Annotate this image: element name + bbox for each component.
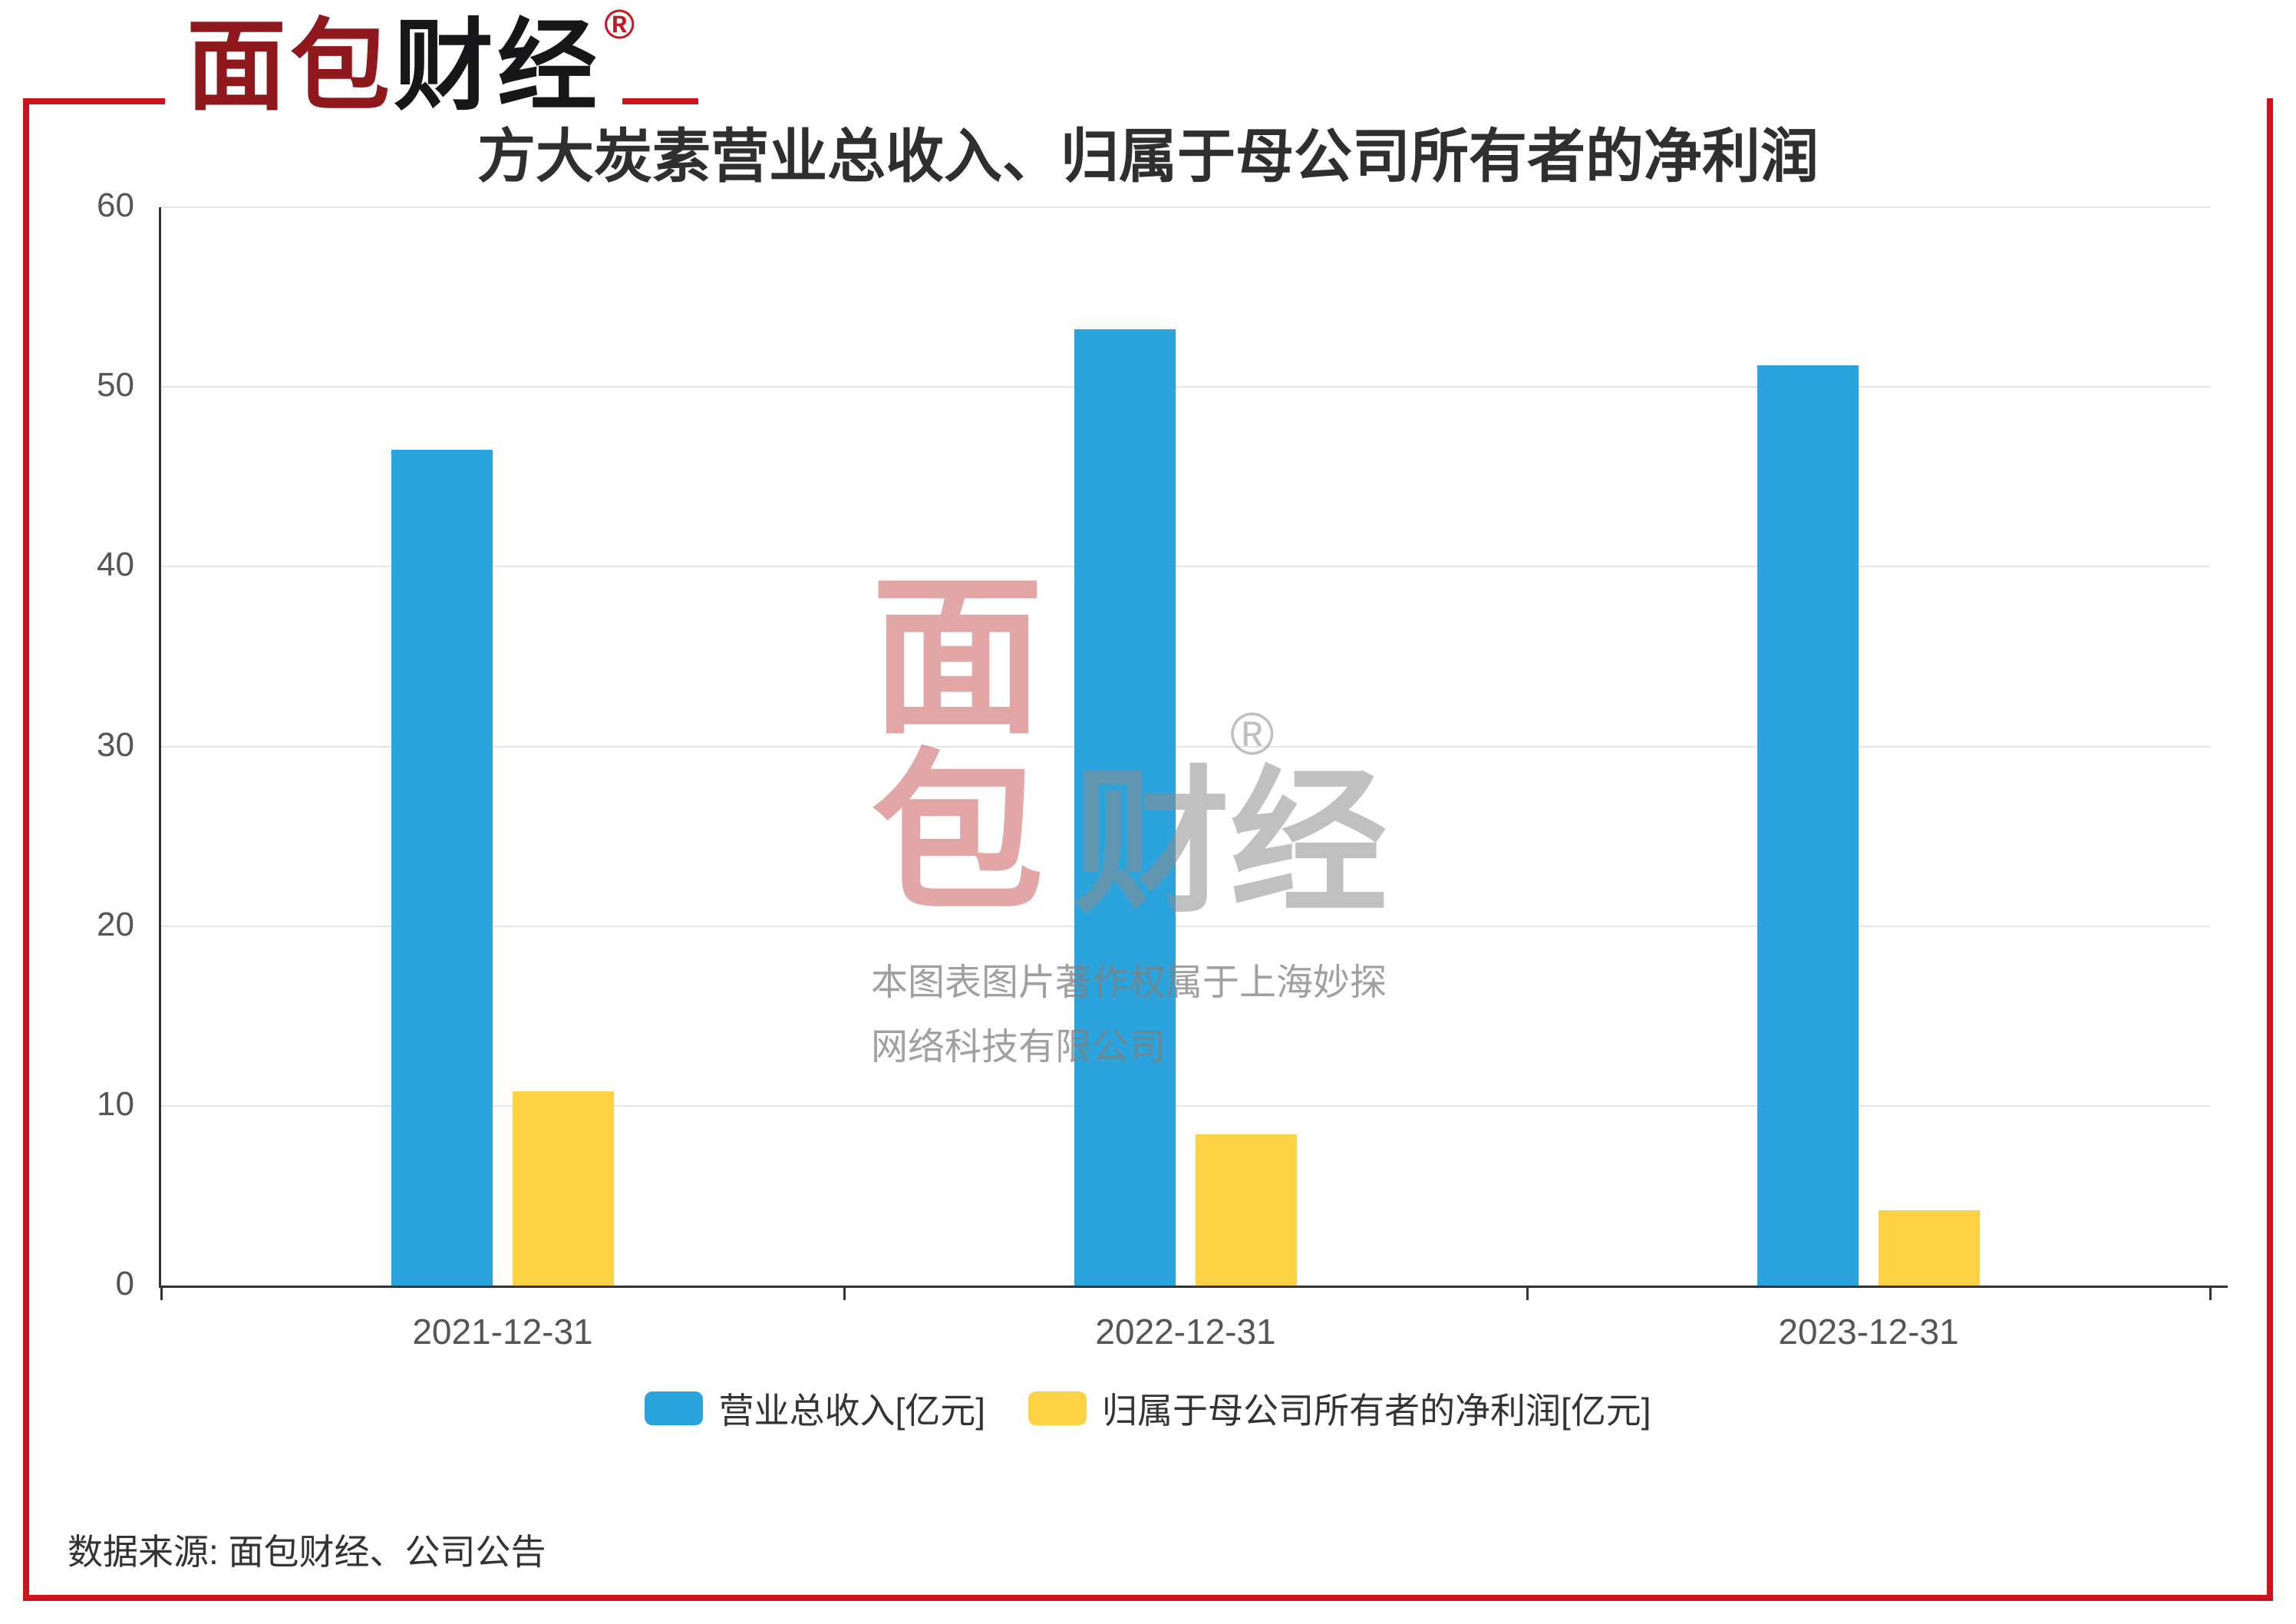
gridline-60 bbox=[161, 206, 2210, 208]
legend-swatch-net-profit bbox=[1028, 1391, 1087, 1425]
x-axis-line bbox=[159, 1286, 2228, 1288]
bar-revenue-2023-12-31 bbox=[1757, 365, 1859, 1286]
legend-item-revenue: 营业总收入[亿元] bbox=[645, 1383, 985, 1434]
frame-bottom-border bbox=[23, 1595, 2273, 1601]
gridline-30 bbox=[161, 745, 2210, 748]
frame-left-border bbox=[23, 98, 29, 1601]
legend-label: 归属于母公司所有者的净利润[亿元] bbox=[1102, 1391, 1651, 1431]
x-axis-tick bbox=[843, 1288, 846, 1300]
bar-net-profit-2021-12-31 bbox=[513, 1091, 614, 1286]
y-axis-line bbox=[159, 207, 161, 1288]
chart-legend: 营业总收入[亿元] 归属于母公司所有者的净利润[亿元] bbox=[0, 1383, 2296, 1434]
brand-logo-text-finance: 财经 bbox=[394, 10, 602, 122]
x-axis-category-label: 2022-12-31 bbox=[1095, 1312, 1276, 1352]
x-axis-tick bbox=[1526, 1288, 1529, 1300]
y-axis-tick-label: 30 bbox=[97, 725, 134, 764]
gridline-10 bbox=[161, 1104, 2210, 1107]
gridline-50 bbox=[161, 386, 2210, 388]
y-axis-tick-label: 60 bbox=[97, 186, 134, 224]
frame-right-border bbox=[2267, 98, 2273, 1601]
legend-item-net-profit: 归属于母公司所有者的净利润[亿元] bbox=[1028, 1383, 1651, 1434]
bar-net-profit-2022-12-31 bbox=[1196, 1134, 1297, 1286]
x-axis-tick bbox=[2209, 1288, 2212, 1300]
legend-label: 营业总收入[亿元] bbox=[718, 1391, 985, 1431]
y-axis-tick-label: 10 bbox=[97, 1084, 134, 1123]
y-axis-tick-label: 50 bbox=[97, 366, 134, 404]
y-axis-tick-label: 40 bbox=[97, 546, 134, 584]
chart-area: 0 10 20 30 40 50 60 2021-12-31 2022-12-31 2023-12… bbox=[97, 186, 2228, 1352]
bar-revenue-2021-12-31 bbox=[391, 450, 493, 1286]
x-axis-category-label: 2021-12-31 bbox=[412, 1312, 593, 1352]
gridline-40 bbox=[161, 566, 2210, 568]
y-axis-tick-label: 20 bbox=[97, 905, 134, 943]
x-axis-category-label: 2023-12-31 bbox=[1778, 1312, 1959, 1352]
bar-revenue-2022-12-31 bbox=[1074, 329, 1176, 1286]
bar-net-profit-2023-12-31 bbox=[1879, 1210, 1980, 1286]
brand-logo-text-bread: 面包 bbox=[186, 10, 394, 122]
legend-swatch-revenue bbox=[645, 1391, 704, 1425]
brand-logo: 面包财经 ® bbox=[165, 3, 635, 131]
gridline-20 bbox=[161, 925, 2210, 927]
x-axis-tick bbox=[160, 1288, 163, 1300]
chart-title: 方大炭素营业总收入、归属于母公司所有者的净利润 bbox=[477, 124, 1819, 190]
source-note: 数据来源: 面包财经、公司公告 bbox=[68, 1532, 546, 1572]
registered-trademark-icon: ® bbox=[604, 2, 635, 48]
y-axis-tick-label: 0 bbox=[115, 1265, 134, 1302]
